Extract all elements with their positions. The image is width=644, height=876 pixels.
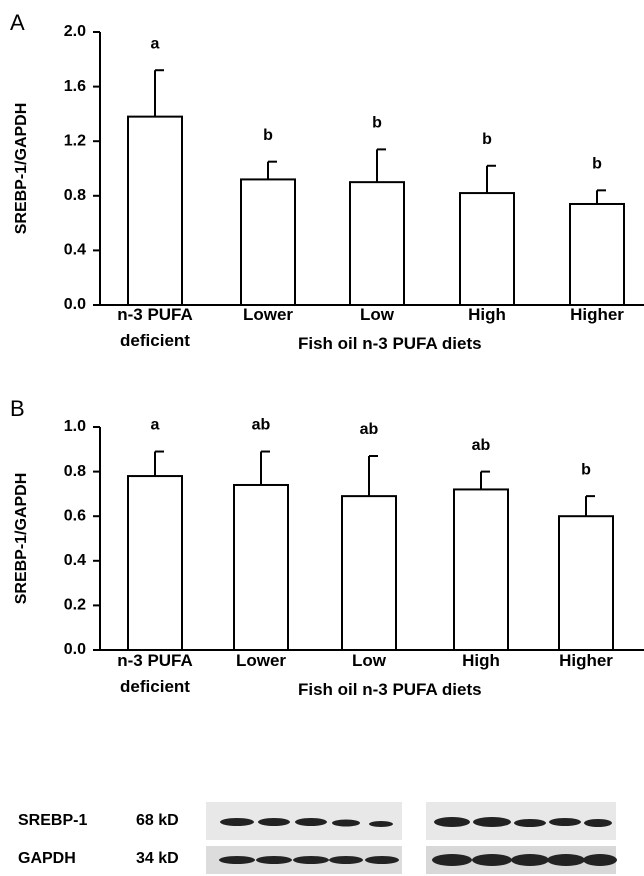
x-tick-label: Low: [314, 648, 424, 674]
y-tick-label: 1.0: [64, 418, 86, 435]
x-tick-label: n-3 PUFA deficient: [100, 648, 210, 700]
x-axis-label: Fish oil n-3 PUFA diets: [298, 334, 482, 354]
significance-letter: ab: [360, 421, 379, 438]
significance-letter: b: [372, 115, 382, 132]
significance-letter: b: [482, 131, 492, 148]
blot-protein: GAPDH: [18, 850, 76, 868]
y-tick-label: 1.6: [64, 78, 86, 95]
significance-letter: a: [151, 35, 160, 52]
x-tick-label: n-3 PUFA deficient: [100, 302, 210, 354]
blot-protein: SREBP-1: [18, 812, 87, 830]
figure: ASREBP-1/GAPDH0.00.40.81.21.62.0abbbbBSR…: [0, 0, 644, 876]
significance-letter: a: [151, 417, 160, 434]
bar: [342, 496, 396, 650]
bar: [454, 489, 508, 650]
panel-label: A: [10, 10, 25, 35]
y-tick-label: 0.2: [64, 597, 86, 614]
blot-bands: [206, 802, 617, 874]
blot-size: 34 kD: [136, 850, 179, 868]
bar: [570, 204, 624, 305]
y-tick-label: 0.8: [64, 463, 86, 480]
y-axis-label: SREBP-1/GAPDH: [13, 103, 30, 235]
chart: ASREBP-1/GAPDH0.00.40.81.21.62.0abbbbBSR…: [0, 0, 644, 876]
y-tick-label: 0.0: [64, 641, 86, 658]
bar: [128, 476, 182, 650]
x-tick-label: High: [426, 648, 536, 674]
x-tick-label: High: [432, 302, 542, 328]
bar: [350, 182, 404, 305]
y-axis-label: SREBP-1/GAPDH: [13, 473, 30, 605]
panel-label: B: [10, 396, 25, 421]
y-tick-label: 1.2: [64, 132, 86, 149]
significance-letter: b: [581, 461, 591, 478]
x-tick-label: Lower: [213, 302, 323, 328]
significance-letter: b: [263, 127, 273, 144]
bar: [559, 516, 613, 650]
y-tick-label: 2.0: [64, 23, 86, 40]
significance-letter: ab: [252, 417, 271, 434]
y-tick-label: 0.8: [64, 187, 86, 204]
x-tick-label: Higher: [542, 302, 644, 328]
x-tick-label: Higher: [531, 648, 641, 674]
significance-letter: b: [592, 156, 602, 173]
x-tick-label: Low: [322, 302, 432, 328]
bar: [241, 179, 295, 305]
y-tick-label: 0.0: [64, 296, 86, 313]
y-tick-label: 0.4: [64, 242, 86, 259]
y-tick-label: 0.6: [64, 507, 86, 524]
significance-letter: ab: [472, 437, 491, 454]
bar: [234, 485, 288, 650]
bar: [128, 117, 182, 305]
x-tick-label: Lower: [206, 648, 316, 674]
bar: [460, 193, 514, 305]
blot-size: 68 kD: [136, 812, 179, 830]
x-axis-label: Fish oil n-3 PUFA diets: [298, 680, 482, 700]
y-tick-label: 0.4: [64, 552, 86, 569]
